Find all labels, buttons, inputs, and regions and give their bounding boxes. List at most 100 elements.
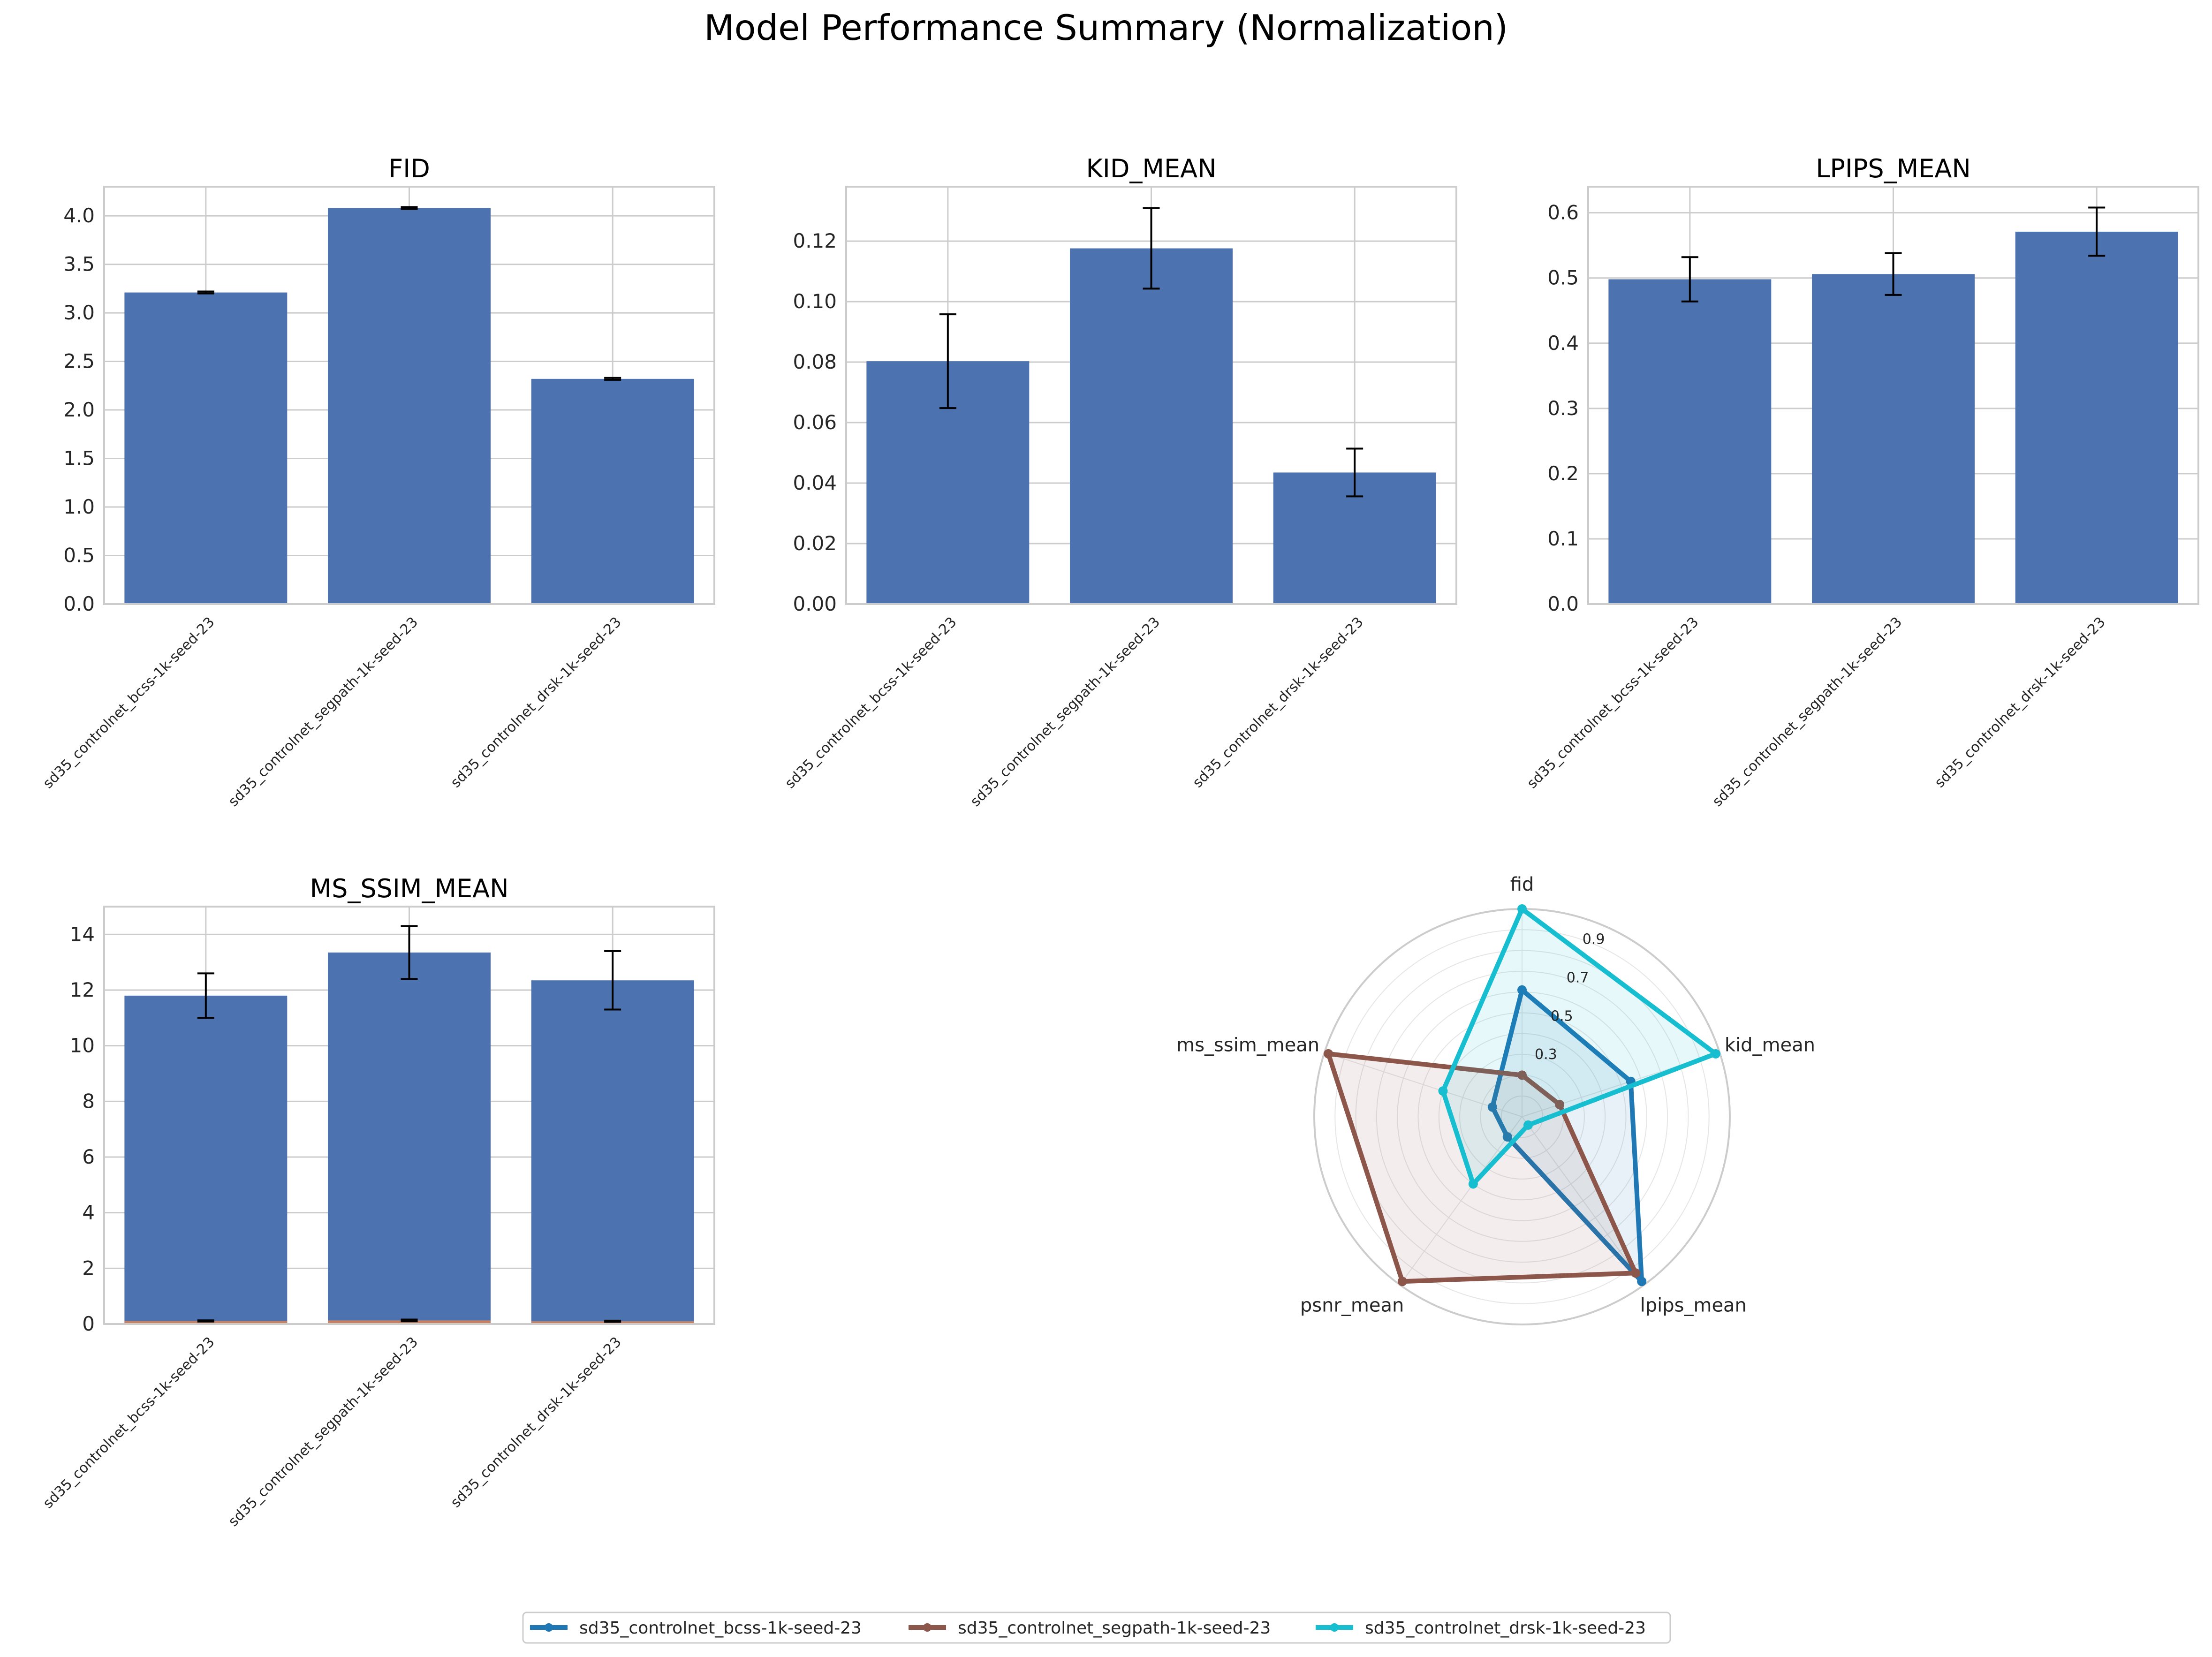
x-tick-label: sd35_controlnet_drsk-1k-seed-23: [447, 1334, 625, 1511]
x-tick-label: sd35_controlnet_bcss-1k-seed-23: [40, 614, 218, 792]
plot-frame: [103, 186, 715, 605]
radar-point: [1324, 1049, 1333, 1059]
y-tick-label: 8: [82, 1090, 95, 1112]
y-tick-label: 10: [70, 1034, 95, 1057]
radar-axis-label: psnr_mean: [1300, 1294, 1404, 1316]
x-tick-label: sd35_controlnet_drsk-1k-seed-23: [1189, 614, 1367, 791]
chart-kid-mean: 0.00 0.02 0.04 0.06 0.08 0.10 0.12 KID_MEAN sd35…: [782, 154, 1457, 810]
radar-point: [1438, 1086, 1448, 1096]
radar-point: [1397, 1277, 1407, 1286]
y-tick-label: 14: [70, 923, 95, 946]
radar-tick-label: 0.5: [1551, 1008, 1573, 1024]
y-tick-label: 1.0: [63, 495, 95, 518]
radar-point: [1487, 1102, 1497, 1112]
radar-axis-label: ms_ssim_mean: [1176, 1035, 1319, 1056]
legend-label: sd35_controlnet_segpath-1k-seed-23: [958, 1619, 1271, 1638]
bar: [124, 995, 288, 1324]
legend-label: sd35_controlnet_drsk-1k-seed-23: [1365, 1619, 1646, 1638]
radar-spoke: [1522, 1116, 1645, 1285]
y-tick-label: 2: [82, 1256, 95, 1279]
legend-frame: [522, 1612, 1671, 1644]
y-tick-label: 0: [82, 1312, 95, 1335]
y-tick-label: 1.5: [63, 447, 95, 470]
bar: [531, 378, 694, 604]
radar-point: [1555, 1099, 1565, 1109]
y-tick-label: 0.3: [1547, 397, 1579, 420]
bar: [2015, 231, 2178, 604]
radar-point: [1517, 904, 1527, 914]
y-tick-label: 0.00: [793, 592, 837, 615]
legend-marker: [1330, 1623, 1339, 1632]
y-tick-label: 6: [82, 1145, 95, 1168]
figure-title: Model Performance Summary (Normalization…: [704, 7, 1508, 48]
radar-point: [1502, 1132, 1512, 1142]
chart-lpips-mean: 0.0 0.1 0.2 0.3 0.4 0.5 0.6 LPIPS_MEAN sd35_cont…: [1524, 154, 2199, 810]
y-tick-label: 0.0: [63, 592, 95, 615]
chart-fid: 0.0 0.5 1.0 1.5 2.0 2.5 3.0 3.5 4.0 FID sd35_contr…: [40, 154, 715, 810]
y-tick-label: 0.5: [63, 544, 95, 567]
bar: [1608, 279, 1772, 604]
x-tick-label: sd35_controlnet_bcss-1k-seed-23: [782, 614, 960, 792]
y-tick-label: 3.0: [63, 301, 95, 324]
x-tick-label: sd35_controlnet_segpath-1k-seed-23: [967, 614, 1163, 810]
bar: [531, 980, 694, 1324]
y-tick-label: 0.0: [1547, 592, 1579, 615]
bar: [328, 952, 491, 1324]
radar-point: [1517, 985, 1527, 995]
x-tick-label: sd35_controlnet_segpath-1k-seed-23: [1709, 614, 1905, 810]
radar-point: [1517, 1070, 1527, 1080]
y-tick-label: 4: [82, 1201, 95, 1224]
overlay-bar: [328, 1320, 491, 1324]
radar-point: [1523, 1120, 1533, 1130]
radar-series-area: [1440, 907, 1718, 1187]
plot-frame: [1587, 186, 2199, 605]
y-tick-label: 2.5: [63, 350, 95, 373]
panel-title: MS_SSIM_MEAN: [310, 874, 509, 903]
y-tick-label: 0.08: [793, 350, 837, 373]
x-tick-label: sd35_controlnet_drsk-1k-seed-23: [1932, 614, 2109, 791]
y-tick-label: 12: [70, 978, 95, 1001]
bar: [124, 292, 288, 604]
legend-label: sd35_controlnet_bcss-1k-seed-23: [579, 1619, 862, 1638]
x-tick-label: sd35_controlnet_segpath-1k-seed-23: [225, 1334, 421, 1530]
chart-ms-ssim-mean: 0 2 4 6 8 10 12 14 MS_SSIM_MEAN sd35_controlnet_b…: [40, 874, 715, 1530]
panel-title: FID: [388, 154, 430, 183]
panel-title: KID_MEAN: [1086, 154, 1217, 183]
radar-point: [1468, 1179, 1478, 1189]
x-tick-label: sd35_controlnet_bcss-1k-seed-23: [40, 1334, 218, 1512]
panel-title: LPIPS_MEAN: [1816, 154, 1970, 183]
radar-tick-label: 0.9: [1583, 931, 1605, 948]
radar-chart: 0.3 0.5 0.7 0.9 fid kid_mean lpips_mean psnr_me…: [1176, 874, 1815, 1325]
y-tick-label: 0.4: [1547, 332, 1579, 355]
radar-tick-label: 0.3: [1535, 1046, 1557, 1063]
radar-axis-label: fid: [1510, 874, 1534, 895]
plot-frame: [103, 906, 715, 1325]
radar-point: [1637, 1277, 1647, 1286]
y-tick-label: 0.02: [793, 532, 837, 555]
x-tick-label: sd35_controlnet_segpath-1k-seed-23: [225, 614, 421, 810]
radar-spoke: [1399, 1116, 1523, 1285]
y-tick-label: 4.0: [63, 204, 95, 227]
y-tick-label: 0.12: [793, 229, 837, 252]
x-tick-label: sd35_controlnet_drsk-1k-seed-23: [447, 614, 625, 791]
legend-marker: [923, 1623, 932, 1632]
y-tick-label: 0.6: [1547, 201, 1579, 224]
radar-point: [1711, 1049, 1720, 1059]
y-tick-label: 0.2: [1547, 462, 1579, 485]
y-tick-label: 0.04: [793, 471, 837, 494]
legend: sd35_controlnet_bcss-1k-seed-23 sd35_cont…: [522, 1612, 1671, 1644]
plot-frame: [845, 186, 1457, 605]
y-tick-label: 0.1: [1547, 527, 1579, 550]
radar-tick-label: 0.7: [1567, 970, 1589, 986]
bar: [1070, 248, 1233, 604]
x-tick-label: sd35_controlnet_bcss-1k-seed-23: [1524, 614, 1702, 792]
radar-axis-label: lpips_mean: [1640, 1294, 1747, 1316]
radar-series-area: [1326, 1051, 1638, 1284]
legend-marker: [545, 1623, 553, 1632]
y-tick-label: 0.5: [1547, 266, 1579, 289]
y-tick-label: 0.06: [793, 411, 837, 434]
overlay-bar: [124, 1321, 288, 1324]
radar-point: [1631, 1268, 1641, 1278]
y-tick-label: 2.0: [63, 398, 95, 421]
